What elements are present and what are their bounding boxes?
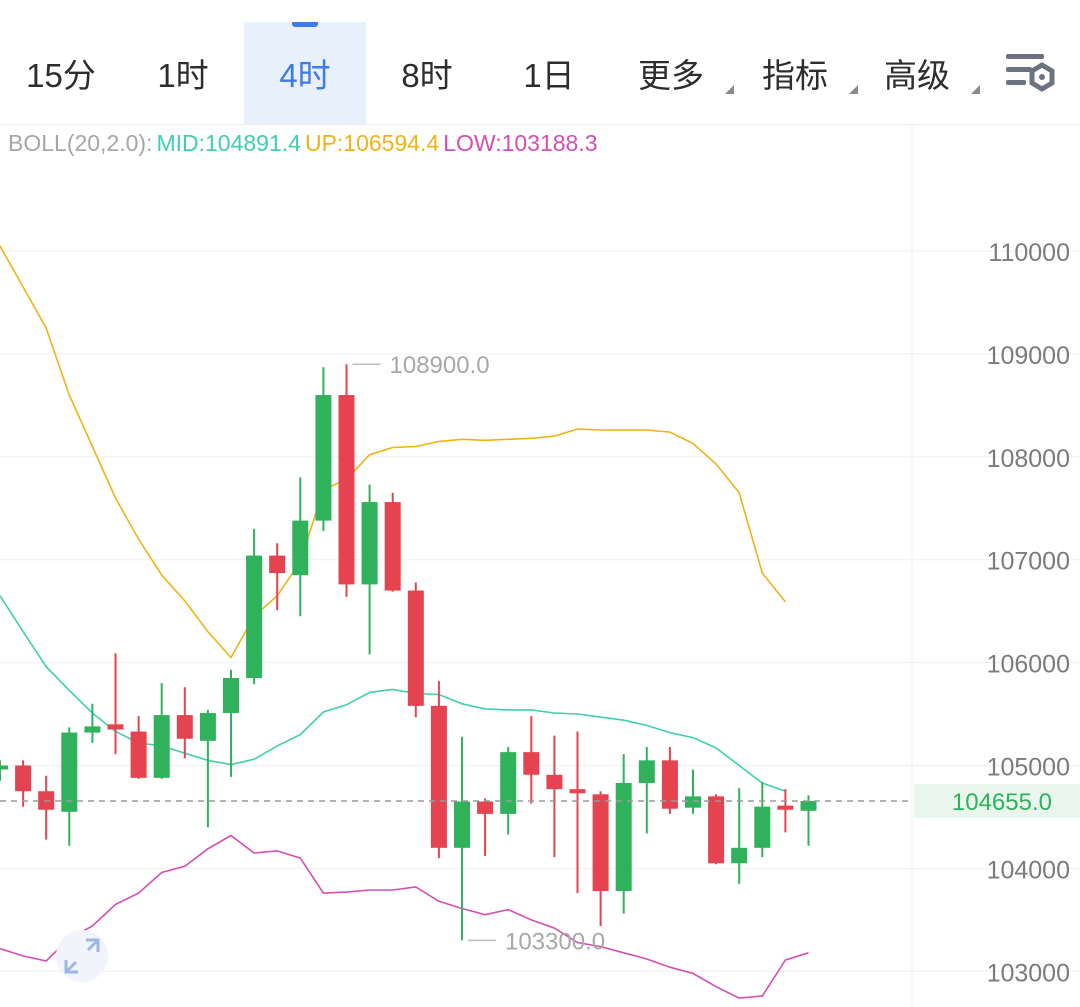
candle-body bbox=[454, 801, 470, 848]
expand-arrows-icon[interactable] bbox=[56, 930, 108, 982]
tab-more-dropdown[interactable]: 更多 bbox=[612, 22, 734, 124]
boll-low-value: LOW:103188.3 bbox=[443, 130, 598, 156]
y-tick-label: 103000 bbox=[987, 959, 1070, 987]
candle-body bbox=[477, 801, 494, 814]
candle-body bbox=[638, 760, 655, 783]
boll-label: BOLL(20,2.0): bbox=[8, 130, 153, 156]
candle-body bbox=[731, 847, 748, 864]
y-tick-label: 110000 bbox=[988, 239, 1070, 267]
candle-body bbox=[61, 732, 78, 812]
dropdown-corner-icon bbox=[849, 85, 858, 94]
candle-body bbox=[130, 731, 147, 778]
candle-body bbox=[176, 715, 193, 739]
candle-body bbox=[384, 502, 401, 591]
tab-label: 更多 bbox=[638, 57, 704, 94]
candle-body bbox=[292, 520, 309, 576]
candle-body bbox=[592, 794, 609, 892]
candle-body bbox=[246, 555, 263, 679]
tab-8h[interactable]: 8时 bbox=[366, 22, 488, 124]
tab-1h[interactable]: 1时 bbox=[122, 22, 244, 124]
candle-body bbox=[569, 789, 586, 794]
y-tick-label: 107000 bbox=[987, 548, 1070, 576]
chart-settings-icon[interactable] bbox=[1000, 48, 1056, 98]
boll-up-line bbox=[0, 245, 787, 659]
tab-advanced-dropdown[interactable]: 高级 bbox=[858, 22, 980, 124]
candle-body bbox=[777, 805, 794, 810]
dropdown-corner-icon bbox=[971, 85, 980, 94]
tab-label: 指标 bbox=[762, 57, 828, 94]
candlestick-chart[interactable]: 110000 109000 108000 107000 106000 105000 1040… bbox=[0, 125, 1080, 1007]
boll-low-line bbox=[0, 834, 809, 999]
candle-body bbox=[0, 765, 8, 770]
tab-1d[interactable]: 1日 bbox=[488, 22, 610, 124]
tab-label: 4时 bbox=[279, 57, 331, 94]
min-price-label: 103300.0 bbox=[505, 928, 605, 955]
candle-body bbox=[223, 678, 239, 714]
y-tick-label: 108000 bbox=[987, 445, 1070, 473]
candle-body bbox=[754, 806, 771, 848]
tab-15m[interactable]: 15分 bbox=[0, 22, 122, 124]
tab-indicators-dropdown[interactable]: 指标 bbox=[736, 22, 858, 124]
boll-up-value: UP:106594.4 bbox=[304, 130, 440, 156]
candle-body bbox=[315, 395, 332, 521]
candle-body bbox=[107, 724, 124, 730]
y-tick-label: 104000 bbox=[987, 856, 1070, 884]
candle-body bbox=[430, 705, 447, 848]
dropdown-corner-icon bbox=[725, 85, 734, 94]
tab-4h[interactable]: 4时 bbox=[244, 22, 366, 124]
tab-label: 8时 bbox=[401, 57, 453, 94]
tab-label: 1时 bbox=[157, 57, 209, 94]
y-tick-label: 109000 bbox=[987, 342, 1070, 370]
last-price-tag bbox=[914, 784, 1080, 819]
y-tick-label: 106000 bbox=[987, 651, 1070, 679]
candle-body bbox=[15, 765, 32, 792]
candle-body bbox=[661, 760, 678, 809]
candle-body bbox=[500, 752, 517, 814]
candle-body bbox=[685, 796, 701, 808]
candle-body bbox=[199, 713, 216, 741]
candle-body bbox=[269, 555, 286, 574]
candle-body bbox=[708, 796, 725, 864]
timeframe-tab-bar: 15分 1时 4时 8时 1日 更多 指标 高级 bbox=[0, 0, 1080, 125]
boll-indicator-legend: BOLL(20,2.0): MID:104891.4 UP:106594.4 LOW:… bbox=[8, 130, 602, 157]
candle-body bbox=[153, 715, 170, 778]
candle-body bbox=[615, 782, 632, 892]
candle-body bbox=[546, 774, 563, 790]
tab-label: 15分 bbox=[26, 57, 96, 94]
max-price-label: 108900.0 bbox=[390, 352, 490, 379]
last-price-label: 104655.0 bbox=[952, 789, 1052, 816]
candle-body bbox=[523, 752, 540, 775]
candle-body bbox=[407, 590, 424, 706]
y-tick-label: 105000 bbox=[987, 754, 1070, 782]
candle-body bbox=[84, 726, 101, 733]
tab-label: 1日 bbox=[523, 57, 575, 94]
candle-body bbox=[800, 801, 817, 811]
tab-label: 高级 bbox=[884, 57, 950, 94]
candle-body bbox=[361, 502, 378, 585]
boll-mid-value: MID:104891.4 bbox=[156, 130, 301, 156]
candle-body bbox=[338, 395, 355, 585]
